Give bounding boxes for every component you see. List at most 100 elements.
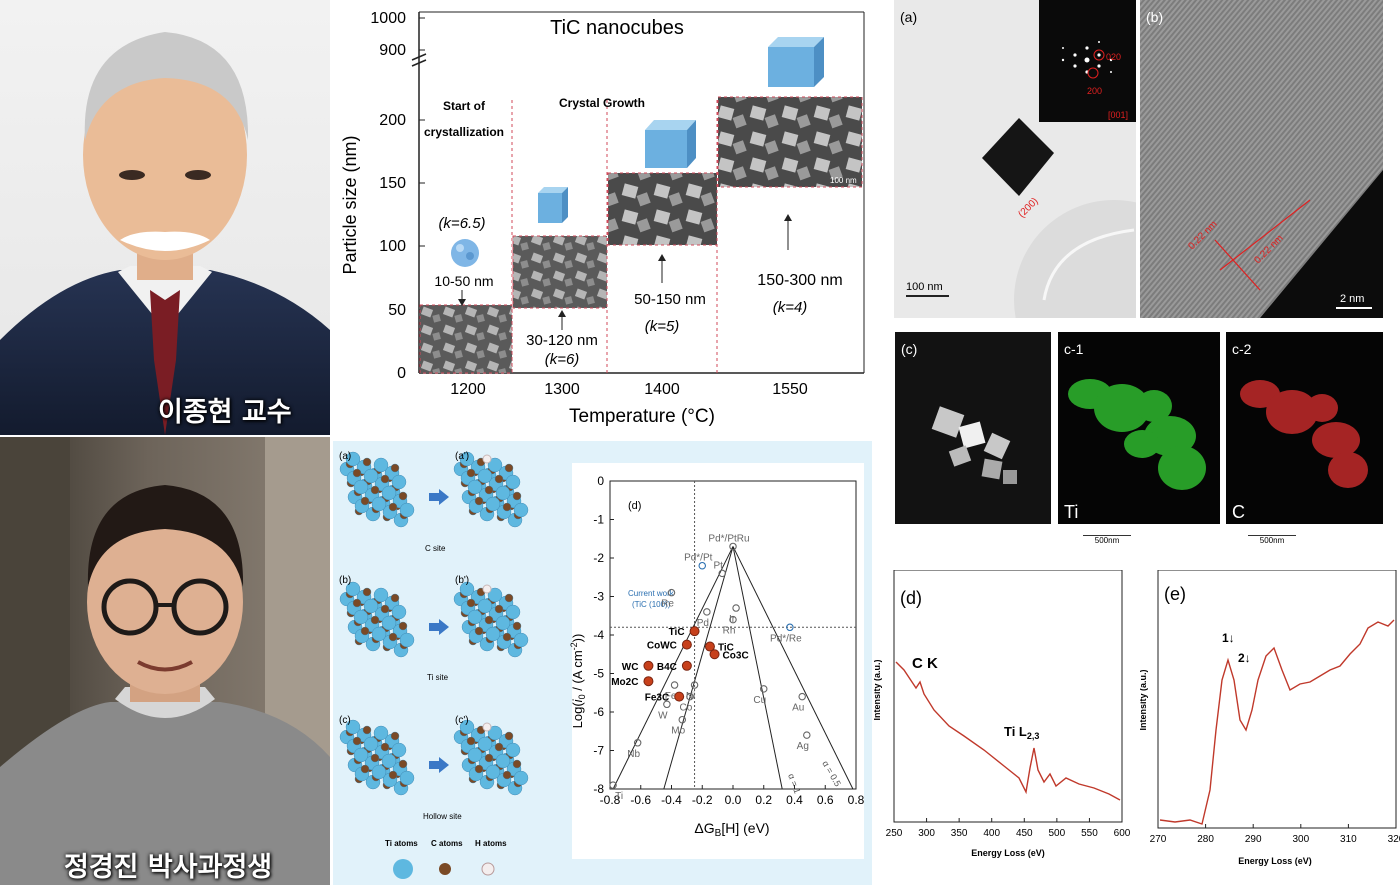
ti-edge-label: Ti L2,3 <box>1004 724 1039 741</box>
c-atom <box>474 626 484 636</box>
k-label-1200: (k=6.5) <box>438 215 485 232</box>
volcano-x-label: ΔGB[H] (eV) <box>694 820 769 839</box>
metal-point <box>732 604 740 612</box>
legend-c: C atoms <box>431 839 463 848</box>
x-tick-1200: 1200 <box>450 381 486 398</box>
adsorption-sites-panel: (a) (a') C site (b) (b') Ti site (c) (c'… <box>333 441 570 885</box>
c-atom <box>360 496 370 506</box>
x-tick-label: 0.4 <box>786 793 803 807</box>
carbide-label: Co3C <box>723 650 749 661</box>
transform-arrow <box>429 619 449 635</box>
legend-c-atom <box>439 863 451 875</box>
chart-title: TiC nanocubes <box>550 17 684 39</box>
legend-ti-atom <box>393 859 413 879</box>
x-tick-label: 0.0 <box>725 793 742 807</box>
eels-spectrum-e: (e) Intensity (a.u.) Energy Loss (eV) 1↓… <box>1140 570 1400 866</box>
ti-atom <box>487 457 503 473</box>
c-atom <box>494 474 504 484</box>
alpha05-label: α = 0.5 <box>820 759 843 788</box>
student-photo: 정경진 박사과정생 <box>0 437 330 885</box>
y-tick-label: -7 <box>593 744 604 758</box>
metal-label: Pt <box>714 560 724 571</box>
ti-atom <box>363 598 379 614</box>
c-atom <box>360 626 370 636</box>
metal-point <box>670 681 679 689</box>
transform-arrow <box>429 757 449 773</box>
ti-atom <box>391 742 407 758</box>
stage-label-start-2: crystallization <box>424 125 504 139</box>
x-tick-1550: 1550 <box>772 381 808 398</box>
metal-point <box>760 685 768 693</box>
eels-d-tick-label: 600 <box>1114 828 1131 839</box>
ti-atom <box>505 742 521 758</box>
metal-label: Pd*/Pt <box>684 553 713 564</box>
legend-ti: Ti atoms <box>385 839 418 848</box>
ti-atom <box>495 753 511 769</box>
ti-atom <box>381 615 397 631</box>
ti-map: c-1 Ti <box>1064 341 1206 522</box>
eels-d-tick-label: 450 <box>1016 828 1033 839</box>
eels-e-xlabel: Energy Loss (eV) <box>1238 856 1312 866</box>
eels-e-tick-label: 280 <box>1197 834 1214 845</box>
peak-1-label: 1↓ <box>1222 631 1235 645</box>
sem-image-1550 <box>717 96 863 188</box>
carbide-label: WC <box>622 662 639 673</box>
metal-label: Ni <box>686 691 695 702</box>
ti-atom <box>513 502 529 518</box>
c-map: c-2 C <box>1232 341 1368 522</box>
eels-d-panel: (d) Intensity (a.u.) Energy Loss (eV) C … <box>874 570 1136 882</box>
ti-atom <box>477 468 493 484</box>
h-atom <box>482 584 492 594</box>
carbide-point <box>643 676 654 687</box>
alpha1-label: α = 1 <box>786 772 802 795</box>
metal-label: Fe <box>665 691 677 702</box>
x-tick-label: -0.8 <box>600 793 621 807</box>
h-atom <box>482 722 492 732</box>
metal-label: Ti <box>615 791 623 802</box>
c-atom <box>502 502 512 512</box>
metal-point <box>786 623 794 632</box>
saed-020: 020 <box>1106 52 1121 62</box>
eds-scale-2: 500nm <box>1248 535 1296 545</box>
y-tick-50: 50 <box>388 302 406 319</box>
eds-panel-c2: c-2 C <box>1226 332 1383 524</box>
tem-b-scale: 2 nm <box>1340 293 1364 305</box>
c-atom <box>484 753 494 763</box>
tem-image-a: 020 200 [001] (a) (200) 100 nm <box>894 0 1136 318</box>
ti-atom <box>399 632 415 648</box>
nanocube-icon-1300 <box>538 187 568 223</box>
ti-atom <box>371 764 387 780</box>
row-c-left: (c) <box>339 715 351 726</box>
adsorption-sites-figure <box>339 451 529 879</box>
metal-label: Pd*/Re <box>770 633 802 644</box>
sem-image-1400 <box>607 172 718 246</box>
y-tick-200: 200 <box>379 112 406 129</box>
metal-point <box>678 715 687 724</box>
size-label-1400: 50-150 nm <box>634 291 706 308</box>
metal-point <box>703 608 711 616</box>
eels-d-tick-label: 550 <box>1081 828 1098 839</box>
row-b-site: Ti site <box>427 673 449 682</box>
c-atom <box>484 485 494 495</box>
eds-ti-label: Ti <box>1064 502 1078 522</box>
sem-image-1200 <box>419 304 513 374</box>
y-tick-label: -2 <box>593 551 604 565</box>
ti-atom <box>381 753 397 769</box>
eds-panel-c1: c-1 Ti <box>1058 332 1220 524</box>
eels-e-tick-label: 270 <box>1150 834 1167 845</box>
c-atom <box>352 468 362 478</box>
metal-point <box>609 781 617 789</box>
student-caption: 정경진 박사과정생 <box>64 852 273 883</box>
metal-label: Nb <box>627 749 640 760</box>
ti-atom <box>485 626 501 642</box>
c-atom <box>370 753 380 763</box>
ti-atom <box>467 747 483 763</box>
c-atom <box>512 759 522 769</box>
c-atom <box>502 770 512 780</box>
atom-lattice <box>453 719 529 796</box>
eds-panel-c: (c) <box>895 332 1051 524</box>
legend-h-atom <box>481 862 495 876</box>
metal-point <box>686 692 694 701</box>
ti-atom <box>353 747 369 763</box>
c-atom <box>388 502 398 512</box>
